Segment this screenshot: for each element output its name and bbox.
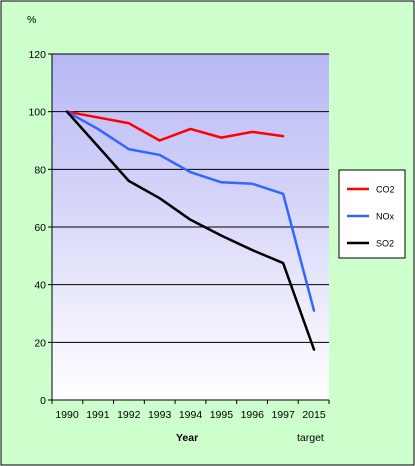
x-axis-note: target	[297, 432, 324, 444]
legend: CO2 NOx SO2	[338, 169, 406, 259]
x-tick-label: 2015	[302, 409, 326, 421]
series-line-so2	[65, 110, 316, 351]
legend-label-so2: SO2	[376, 239, 394, 249]
y-tick-label: 0	[40, 395, 46, 407]
y-tick-label: 20	[34, 337, 46, 349]
legend-items: CO2 NOx SO2	[347, 185, 395, 249]
y-tick-label: 80	[34, 164, 46, 176]
series-line-co2	[65, 110, 285, 142]
x-tick-label: 1997	[271, 409, 295, 421]
x-tick-label: 1996	[241, 409, 265, 421]
y-tick-label: 40	[34, 280, 46, 292]
x-tick-label: 1990	[55, 409, 79, 421]
x-tick-label: 1991	[86, 409, 110, 421]
x-axis-ticks: 1990 1991 1992 1993 1994 1995 1996 1997 2015	[51, 400, 330, 421]
x-axis-title: Year	[176, 432, 198, 444]
legend-label-co2: CO2	[376, 185, 395, 195]
y-axis-ticks: 0 20 40 60 80 100 120	[28, 49, 52, 407]
x-tick-label: 1994	[179, 409, 203, 421]
x-tick-label: 1993	[148, 409, 172, 421]
legend-label-nox: NOx	[376, 212, 395, 222]
legend-box	[338, 169, 406, 259]
y-axis-title: %	[27, 14, 36, 26]
x-tick-label: 1995	[210, 409, 234, 421]
series-lines	[65, 110, 316, 351]
y-tick-label: 60	[34, 222, 46, 234]
series-line-nox	[65, 110, 316, 312]
y-tick-label: 120	[28, 49, 46, 61]
x-tick-label: 1992	[117, 409, 141, 421]
gridlines	[52, 53, 329, 343]
y-tick-label: 100	[28, 107, 46, 119]
